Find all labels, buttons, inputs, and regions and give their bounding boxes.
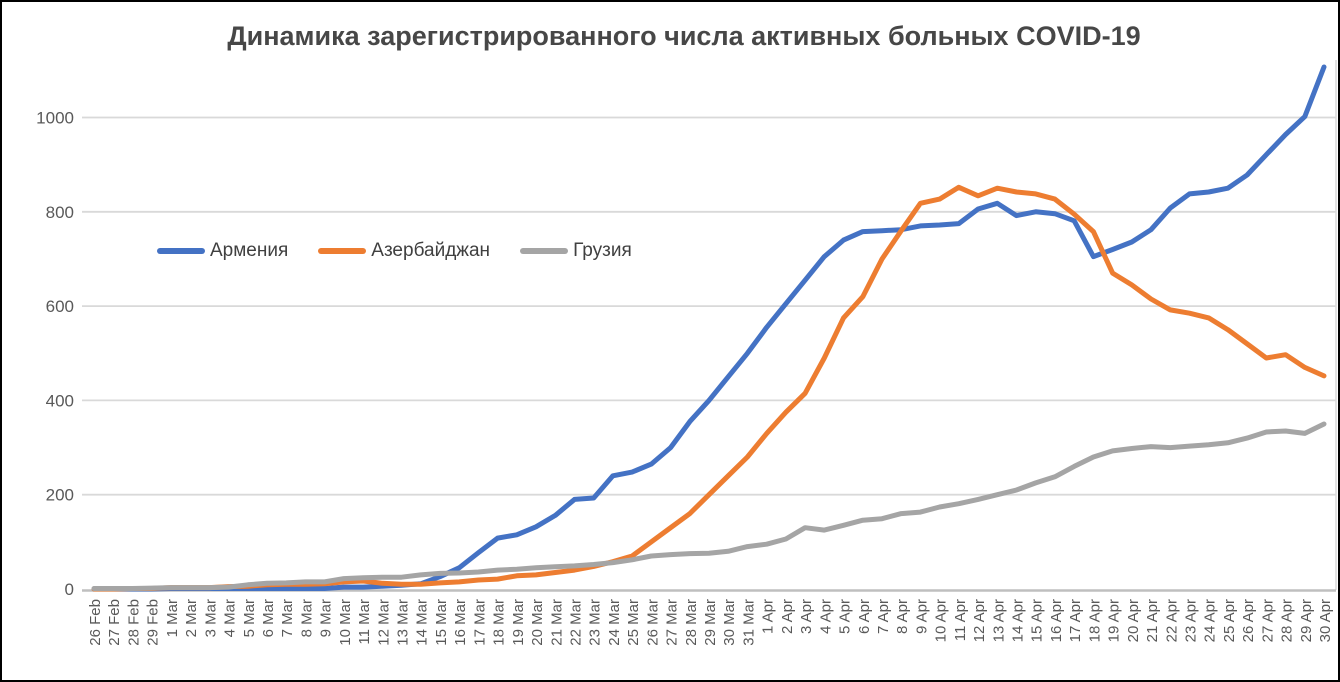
y-axis-label: 200	[46, 486, 74, 505]
x-axis-label: 10 Mar	[337, 599, 354, 646]
x-axis-label: 3 Mar	[202, 599, 219, 637]
x-axis-label: 17 Mar	[471, 599, 488, 646]
x-axis-label: 2 Apr	[779, 599, 796, 634]
x-axis-label: 13 Mar	[395, 599, 412, 646]
x-axis-label: 12 Mar	[375, 599, 392, 646]
x-axis-label: 31 Mar	[740, 599, 757, 646]
legend-item-armenia: Армения	[157, 240, 288, 262]
x-axis-label: 15 Mar	[433, 599, 450, 646]
series-line-armenia	[91, 64, 1327, 592]
x-axis-label: 9 Apr	[913, 599, 930, 634]
x-axis-label: 27 Mar	[664, 599, 681, 646]
x-axis-label: 28 Apr	[1279, 599, 1296, 642]
x-axis-label: 9 Mar	[318, 599, 335, 637]
x-axis-label: 3 Apr	[798, 599, 815, 634]
legend-swatch-azerbaijan-icon	[318, 248, 367, 254]
x-axis-label: 7 Mar	[279, 599, 296, 637]
y-axis-label: 0	[65, 580, 74, 599]
x-axis-label: 21 Mar	[548, 599, 565, 646]
x-axis-label: 26 Mar	[644, 599, 661, 646]
x-axis-label: 18 Mar	[491, 599, 508, 646]
y-axis-label: 600	[46, 297, 74, 316]
legend-label-azerbaijan: Азербайджан	[371, 240, 491, 261]
x-axis-label: 11 Apr	[952, 599, 969, 641]
x-axis-label: 25 Mar	[625, 599, 642, 646]
x-axis-label: 16 Apr	[1048, 599, 1065, 642]
x-axis-label: 22 Apr	[1163, 599, 1180, 642]
x-axis-label: 30 Apr	[1317, 599, 1334, 642]
y-axis-label: 1000	[36, 109, 74, 128]
legend-label-georgia: Грузия	[573, 240, 632, 261]
x-axis-label: 11 Mar	[356, 599, 373, 645]
x-axis-label: 1 Mar	[164, 599, 181, 637]
x-axis-label: 29 Mar	[702, 599, 719, 646]
chart-legend: Армения Азербайджан Грузия	[157, 240, 632, 262]
x-axis-label: 27 Feb	[106, 599, 123, 646]
x-axis-label: 22 Mar	[568, 599, 585, 646]
y-axis-label: 800	[46, 203, 74, 222]
x-axis-label: 27 Apr	[1259, 599, 1276, 642]
x-axis-label: 17 Apr	[1067, 599, 1084, 642]
x-axis-label: 25 Apr	[1221, 599, 1238, 642]
x-axis-label: 5 Mar	[241, 599, 258, 637]
x-axis-label: 6 Mar	[260, 599, 277, 637]
x-axis-label: 15 Apr	[1029, 599, 1046, 642]
x-axis-label: 14 Mar	[414, 599, 431, 646]
x-axis-label: 4 Mar	[222, 599, 239, 637]
legend-swatch-armenia-icon	[157, 248, 205, 254]
chart-title: Динамика зарегистрированного числа актив…	[227, 21, 1141, 51]
x-axis-label: 12 Apr	[971, 599, 988, 642]
x-axis-label: 5 Apr	[837, 599, 854, 634]
x-axis-label: 24 Apr	[1202, 599, 1219, 642]
x-axis-label: 8 Mar	[298, 599, 315, 637]
x-axis-label: 16 Mar	[452, 599, 469, 646]
x-axis-label: 20 Mar	[529, 599, 546, 646]
legend-item-georgia: Грузия	[520, 240, 632, 262]
x-axis-label: 4 Apr	[817, 599, 834, 634]
x-axis-label: 30 Mar	[721, 599, 738, 646]
x-axis-label: 8 Apr	[894, 599, 911, 634]
x-axis-label: 23 Mar	[587, 599, 604, 646]
x-axis-label: 21 Apr	[1144, 599, 1161, 642]
x-axis-label: 20 Apr	[1125, 599, 1142, 642]
x-axis-label: 18 Apr	[1086, 599, 1103, 642]
x-axis-label: 14 Apr	[1010, 599, 1027, 642]
x-axis-label: 23 Apr	[1183, 599, 1200, 642]
x-axis-label: 19 Apr	[1106, 599, 1123, 642]
x-axis-label: 29 Feb	[145, 599, 162, 646]
legend-label-armenia: Армения	[210, 240, 289, 261]
legend-item-azerbaijan: Азербайджан	[318, 240, 490, 262]
series-line-georgia	[91, 421, 1327, 591]
x-axis-label: 6 Apr	[856, 599, 873, 634]
x-axis-label: 24 Mar	[606, 599, 623, 646]
x-axis-label: 26 Feb	[87, 599, 104, 646]
x-axis-label: 13 Apr	[990, 599, 1007, 642]
x-axis-label: 26 Apr	[1240, 599, 1257, 642]
x-axis-label: 28 Mar	[683, 599, 700, 646]
x-axis-label: 28 Feb	[125, 599, 142, 646]
legend-swatch-georgia-icon	[520, 248, 569, 254]
x-axis-label: 29 Apr	[1298, 599, 1315, 642]
x-axis-label: 19 Mar	[510, 599, 527, 646]
y-axis-label: 400	[46, 391, 74, 410]
x-axis-label: 2 Mar	[183, 599, 200, 637]
x-axis-label: 10 Apr	[933, 599, 950, 642]
x-axis-label: 7 Apr	[875, 599, 892, 634]
x-axis-label: 1 Apr	[760, 599, 777, 634]
